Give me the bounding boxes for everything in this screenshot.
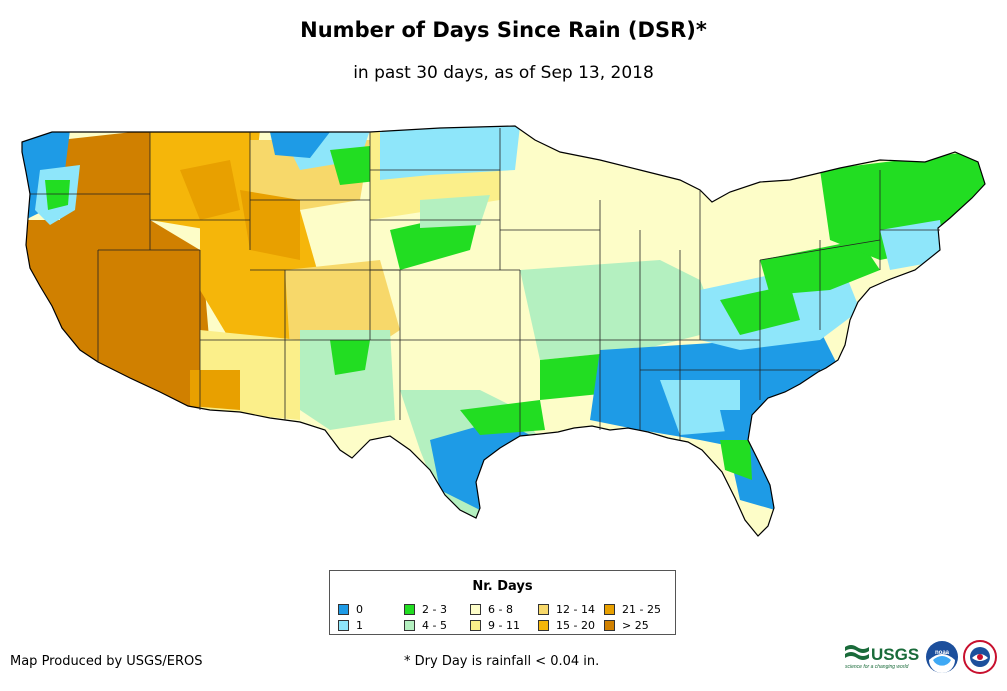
- legend-swatch: [604, 604, 615, 615]
- legend-item-4: 6 - 8: [470, 603, 513, 616]
- legend-label: 2 - 3: [422, 603, 447, 616]
- us-outline: [21, 125, 986, 537]
- usgs-logo-text: USGS: [871, 645, 919, 664]
- legend-label: 21 - 25: [622, 603, 661, 616]
- legend-swatch: [338, 604, 349, 615]
- legend-item-5: 9 - 11: [470, 619, 520, 632]
- legend-swatch: [338, 620, 349, 631]
- map-title: Number of Days Since Rain (DSR)*: [300, 18, 707, 42]
- state-borders: [30, 128, 940, 440]
- legend-label: 0: [356, 603, 363, 616]
- legend-swatch: [604, 620, 615, 631]
- legend-label: 4 - 5: [422, 619, 447, 632]
- legend-label: 1: [356, 619, 363, 632]
- legend-label: 15 - 20: [556, 619, 595, 632]
- legend-swatch: [538, 620, 549, 631]
- legend: Nr. Days 0 1 2 - 3 4 - 5 6 - 8 9 - 11 12…: [329, 570, 676, 635]
- legend-swatch: [470, 620, 481, 631]
- legend-title: Nr. Days: [472, 579, 533, 594]
- dry-day-footnote: * Dry Day is rainfall < 0.04 in.: [404, 654, 600, 669]
- legend-item-7: 15 - 20: [538, 619, 595, 632]
- usgs-tagline: science for a changing world: [845, 664, 909, 670]
- us-dsr-map: [21, 125, 986, 537]
- usgs-logo: USGS science for a changing world: [845, 645, 919, 670]
- legend-label: 9 - 11: [488, 619, 520, 632]
- legend-label: 12 - 14: [556, 603, 595, 616]
- legend-item-2: 2 - 3: [404, 603, 447, 616]
- legend-item-9: > 25: [604, 619, 649, 632]
- legend-item-0: 0: [338, 603, 363, 616]
- legend-swatch: [470, 604, 481, 615]
- legend-swatch: [404, 620, 415, 631]
- credit-text: Map Produced by USGS/EROS: [10, 654, 203, 669]
- dsr-color-field: [22, 126, 985, 536]
- map-subtitle: in past 30 days, as of Sep 13, 2018: [353, 63, 654, 83]
- legend-label: > 25: [622, 619, 649, 632]
- legend-item-3: 4 - 5: [404, 619, 447, 632]
- legend-item-8: 21 - 25: [604, 603, 661, 616]
- legend-item-6: 12 - 14: [538, 603, 595, 616]
- nws-logo: [963, 640, 997, 674]
- legend-swatch: [538, 604, 549, 615]
- noaa-logo-text: noaa: [935, 650, 950, 656]
- legend-item-1: 1: [338, 619, 363, 632]
- noaa-logo: noaa: [926, 641, 958, 673]
- legend-swatch: [404, 604, 415, 615]
- legend-label: 6 - 8: [488, 603, 513, 616]
